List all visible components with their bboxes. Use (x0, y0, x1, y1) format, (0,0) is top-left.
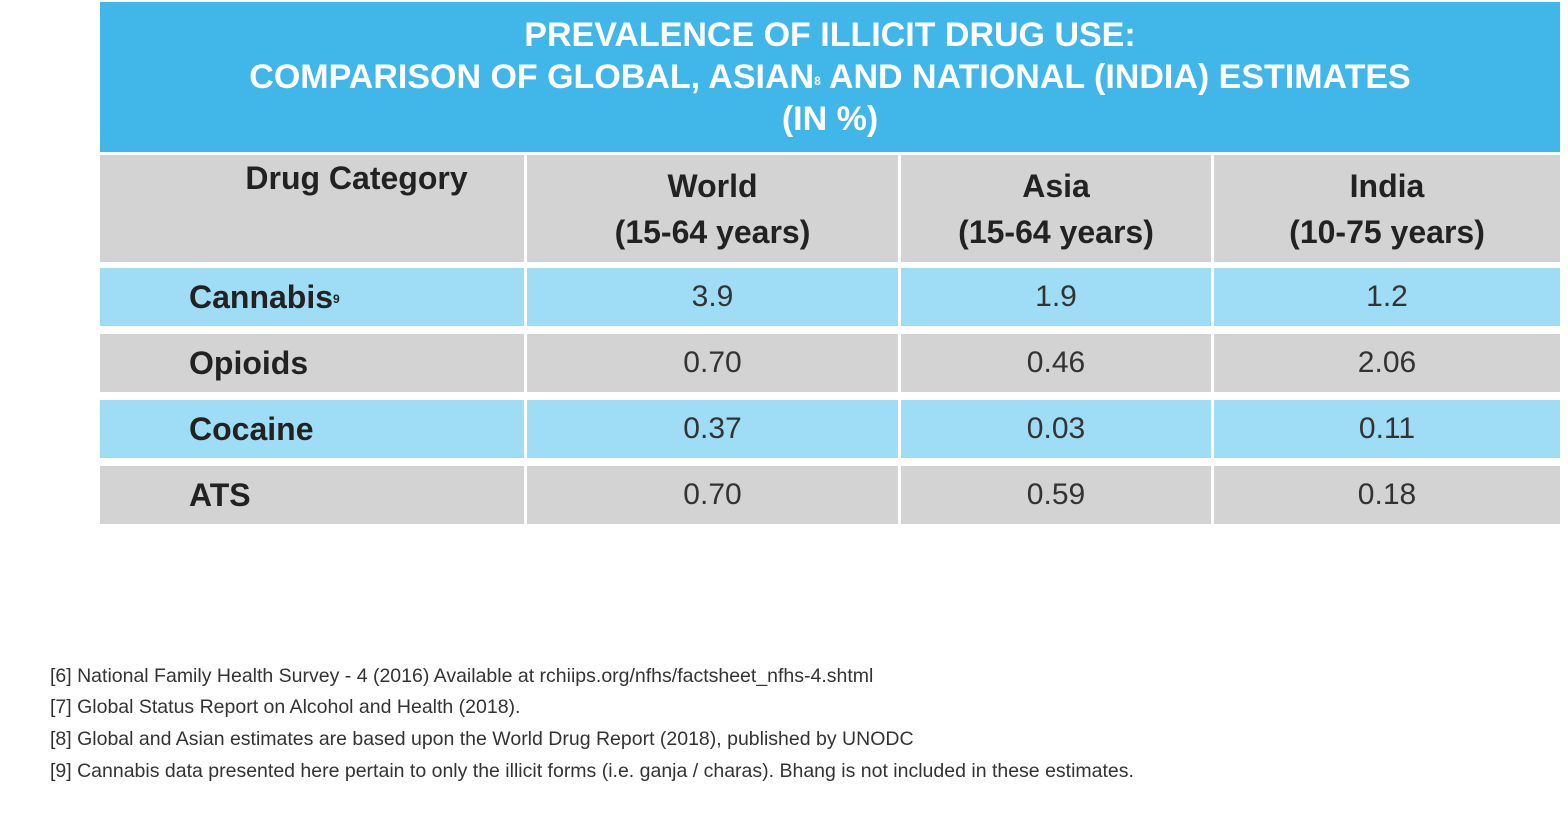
footnote: [8] Global and Asian estimates are based… (50, 728, 914, 750)
value-india: 2.06 (1357, 346, 1417, 379)
table-header-row: Drug Category World (15-64 years) Asia (15… (100, 155, 1560, 262)
value-world: 3.9 (527, 268, 901, 326)
title-line-3: (IN %) (781, 100, 879, 138)
table-title: PREVALENCE OF ILLICIT DRUG USE: COMPARIS… (100, 2, 1560, 152)
value-world: 0.70 (527, 334, 901, 392)
header-india: India (10-75 years) (1214, 155, 1560, 262)
value-asia: 0.03 (901, 400, 1214, 458)
table-row: Cocaine 0.37 0.03 0.11 (100, 400, 1560, 458)
col-name: World (667, 167, 758, 204)
value-asia: 0.59 (901, 466, 1214, 524)
title-text: AND NATIONAL (INDIA) ESTIMATES (820, 58, 1411, 96)
table-row: Cannabis 9 3.9 1.9 1.2 (100, 268, 1560, 326)
value-india: 0.11 (1358, 412, 1416, 445)
drug-category-cell: Cocaine (100, 400, 527, 458)
value-world: 0.70 (527, 466, 901, 524)
drug-label: Cannabis (189, 278, 334, 315)
title-line-2: COMPARISON OF GLOBAL, ASIAN8 AND NATIONA… (100, 56, 1560, 98)
drug-label: ATS (189, 476, 251, 513)
drug-category-cell: Opioids (100, 334, 527, 392)
footnote: [6] National Family Health Survey - 4 (2… (50, 665, 874, 687)
title-text: COMPARISON OF GLOBAL, ASIAN (249, 58, 815, 96)
value-asia: 1.9 (901, 268, 1214, 326)
value-india: 0.18 (1357, 478, 1417, 511)
footnote-ref: 8 (814, 74, 821, 88)
footnote: [7] Global Status Report on Alcohol and … (50, 696, 521, 718)
col-range: (10-75 years) (1289, 213, 1485, 250)
drug-category-cell: Cannabis 9 (100, 268, 527, 326)
footnote-ref: 9 (333, 292, 340, 306)
header-world: World (15-64 years) (527, 155, 901, 262)
drug-category-cell: ATS (100, 466, 527, 524)
drug-label: Opioids (189, 344, 309, 381)
value-world: 0.37 (527, 400, 901, 458)
header-drug-category: Drug Category (100, 155, 527, 262)
value-asia: 0.46 (901, 334, 1214, 392)
col-range: (15-64 years) (958, 213, 1154, 250)
col-name: India (1349, 167, 1425, 204)
drug-label: Cocaine (189, 410, 314, 447)
header-asia: Asia (15-64 years) (901, 155, 1214, 262)
col-range: (15-64 years) (614, 213, 811, 250)
footnote: [9] Cannabis data presented here pertain… (50, 760, 1134, 782)
table-row: ATS 0.70 0.59 0.18 (100, 466, 1560, 524)
title-line-1: PREVALENCE OF ILLICIT DRUG USE: (524, 16, 1136, 54)
table-row: Opioids 0.70 0.46 2.06 (100, 334, 1560, 392)
col-name: Asia (1022, 167, 1090, 204)
value-india: 1.2 (1366, 280, 1408, 313)
